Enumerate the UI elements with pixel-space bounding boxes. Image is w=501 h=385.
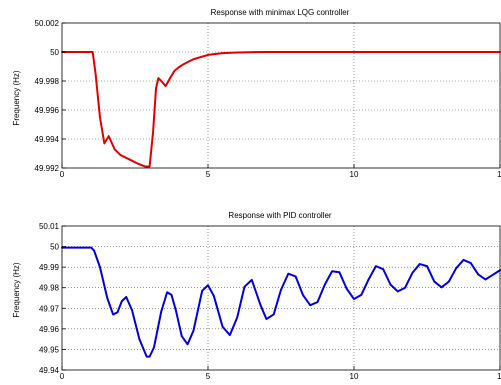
series-line	[61, 246, 501, 358]
chart-panel-bottom: Response with PID controller 49.9449.954…	[12, 211, 501, 381]
y-tick-label: 49.992	[35, 164, 60, 173]
x-tick-label: 5	[206, 372, 211, 381]
chart-title: Response with PID controller	[228, 211, 331, 220]
y-tick-labels: 49.94 49.95 49.96 49.97 49.98 49.99 50 50.01	[39, 222, 66, 375]
x-tick-label: 10	[350, 170, 359, 179]
plot-frame	[61, 22, 501, 169]
x-tick-label: 1	[497, 170, 501, 179]
y-tick-label: 49.97	[39, 304, 60, 313]
plot-frame	[61, 225, 501, 371]
y-tick-label: 49.994	[35, 135, 60, 144]
series-layer	[61, 246, 501, 358]
y-tick-label: 49.99	[39, 263, 60, 272]
y-tick-label: 49.94	[39, 366, 60, 375]
y-tick-label: 49.95	[39, 345, 60, 354]
chart-title: Response with minimax LQG controller	[211, 8, 350, 17]
grid-lines	[62, 226, 500, 370]
y-tick-label: 50	[50, 48, 59, 57]
series-layer	[61, 51, 501, 168]
y-tick-label: 50	[50, 243, 59, 252]
x-tick-labels: 0 5 10 1	[60, 366, 501, 381]
y-tick-label: 49.996	[35, 106, 60, 115]
chart-panel-top: Response with minimax LQG controller 49.…	[12, 8, 501, 179]
y-axis-label: Frequency (Hz)	[12, 262, 21, 317]
x-tick-label: 0	[60, 170, 65, 179]
y-axis-label: Frequency (Hz)	[12, 70, 21, 125]
y-tick-label: 50.01	[39, 222, 60, 231]
grid-lines	[62, 23, 500, 168]
y-tick-label: 50.002	[35, 19, 60, 28]
y-tick-label: 49.98	[39, 284, 60, 293]
x-tick-label: 0	[60, 372, 65, 381]
x-tick-label: 1	[497, 372, 501, 381]
x-tick-label: 5	[206, 170, 211, 179]
y-tick-label: 49.96	[39, 325, 60, 334]
x-tick-label: 10	[350, 372, 359, 381]
series-line	[61, 51, 501, 168]
y-tick-labels: 49.992 49.994 49.996 49.998 50 50.002	[35, 19, 66, 173]
x-tick-labels: 0 5 10 1	[60, 164, 501, 179]
y-tick-label: 49.998	[35, 77, 60, 86]
